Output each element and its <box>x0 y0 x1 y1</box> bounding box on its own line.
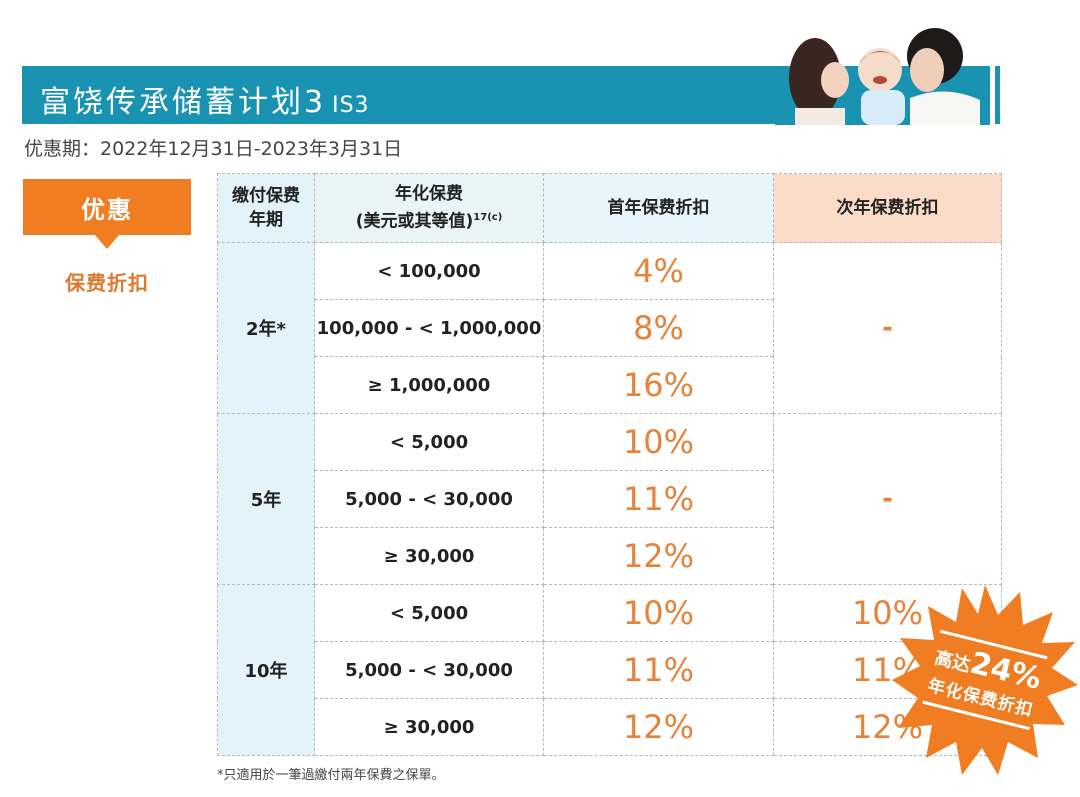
table-row: 10年 < 5,000 10% 10% <box>217 584 1002 756</box>
first-year-discount: 12% <box>543 698 774 756</box>
first-year-discount: 11% <box>543 641 774 699</box>
first-year-discount: 10% <box>543 584 774 642</box>
header-premium-line2: (美元或其等值)17(c) <box>315 206 543 234</box>
table-header-row: 缴付保费 年期 年化保费 (美元或其等值)17(c) 首年保费折扣 次年保费折扣 <box>217 173 1002 243</box>
term-cell: 10年 <box>217 584 315 756</box>
first-year-discount: 8% <box>543 299 774 357</box>
starburst-icon <box>892 585 1078 775</box>
table-row: ≥ 1,000,000 16% <box>218 356 1002 414</box>
premium-range: < 5,000 <box>314 584 544 642</box>
first-year-discount: 11% <box>543 470 774 528</box>
first-year-discount: 4% <box>543 242 774 300</box>
family-photo <box>775 8 995 125</box>
discount-table: 缴付保费 年期 年化保费 (美元或其等值)17(c) 首年保费折扣 次年保费折扣… <box>217 173 1002 756</box>
header-term-line1: 缴付保费 <box>232 186 300 206</box>
table-row: 5,000 - < 30,000 11% <box>218 470 1002 528</box>
header-term: 缴付保费 年期 <box>217 173 315 243</box>
table-row: 5年 < 5,000 10% - <box>217 413 1002 585</box>
plan-name: 富饶传承储蓄计划3 <box>40 85 327 120</box>
page-title: 富饶传承储蓄计划3 IS3 <box>40 77 370 121</box>
offer-tag: 优惠 <box>23 179 191 249</box>
table-row: ≥ 30,000 12% <box>218 527 1002 585</box>
plan-code: IS3 <box>332 93 370 118</box>
promo-period: 优惠期：2022年12月31日-2023年3月31日 <box>24 138 403 160</box>
header-premium: 年化保费 (美元或其等值)17(c) <box>314 173 544 243</box>
premium-range: 100,000 - < 1,000,000 <box>314 299 544 357</box>
first-year-discount: 12% <box>543 527 774 585</box>
premium-range: ≥ 30,000 <box>314 698 544 756</box>
term-cell: 5年 <box>217 413 315 585</box>
header-term-line2: 年期 <box>249 210 283 230</box>
premium-range: < 5,000 <box>314 413 544 471</box>
first-year-discount: 16% <box>543 356 774 414</box>
premium-range: ≥ 1,000,000 <box>314 356 544 414</box>
header-premium-line1: 年化保费 <box>395 184 463 205</box>
offer-tag-label: 优惠 <box>81 195 133 224</box>
premium-range: 5,000 - < 30,000 <box>314 641 544 699</box>
table-row: 2年* < 100,000 4% - <box>217 242 1002 414</box>
second-year-discount: - <box>773 413 1002 585</box>
premium-range: 5,000 - < 30,000 <box>314 470 544 528</box>
first-year-discount: 10% <box>543 413 774 471</box>
header-second-year: 次年保费折扣 <box>773 173 1002 243</box>
footnote-ref: 17(c) <box>473 212 503 224</box>
premium-range: ≥ 30,000 <box>314 527 544 585</box>
footnote: *只適用於一筆過繳付兩年保費之保單。 <box>217 768 445 783</box>
discount-badge: 高达24% 年化保费折扣 <box>890 580 1080 780</box>
term-cell: 2年* <box>217 242 315 414</box>
second-year-discount: - <box>773 242 1002 414</box>
header-premium-unit: (美元或其等值) <box>355 211 474 232</box>
premium-range: < 100,000 <box>314 242 544 300</box>
header-first-year: 首年保费折扣 <box>543 173 774 243</box>
offer-subtitle: 保费折扣 <box>65 271 149 295</box>
